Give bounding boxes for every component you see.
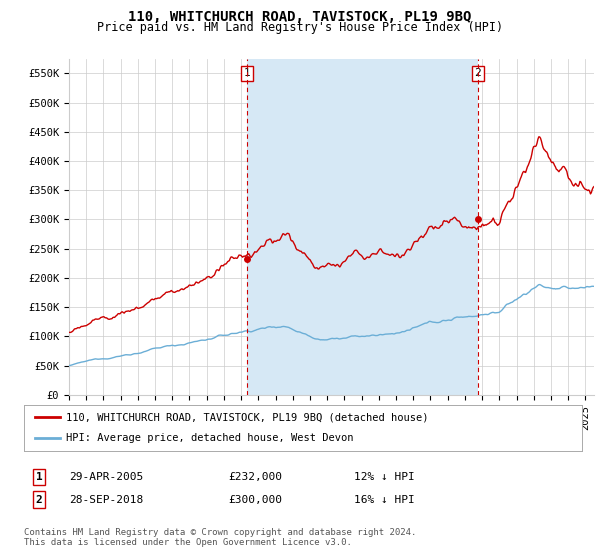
Text: 110, WHITCHURCH ROAD, TAVISTOCK, PL19 9BQ (detached house): 110, WHITCHURCH ROAD, TAVISTOCK, PL19 9B… — [66, 412, 428, 422]
Text: 1: 1 — [244, 68, 250, 78]
Text: £232,000: £232,000 — [228, 472, 282, 482]
Text: 29-APR-2005: 29-APR-2005 — [69, 472, 143, 482]
Text: Price paid vs. HM Land Registry's House Price Index (HPI): Price paid vs. HM Land Registry's House … — [97, 21, 503, 34]
Text: 28-SEP-2018: 28-SEP-2018 — [69, 494, 143, 505]
Text: Contains HM Land Registry data © Crown copyright and database right 2024.
This d: Contains HM Land Registry data © Crown c… — [24, 528, 416, 547]
Text: 16% ↓ HPI: 16% ↓ HPI — [354, 494, 415, 505]
Text: 2: 2 — [475, 68, 481, 78]
Text: 110, WHITCHURCH ROAD, TAVISTOCK, PL19 9BQ: 110, WHITCHURCH ROAD, TAVISTOCK, PL19 9B… — [128, 10, 472, 24]
Text: 2: 2 — [35, 494, 43, 505]
Text: HPI: Average price, detached house, West Devon: HPI: Average price, detached house, West… — [66, 433, 353, 444]
Text: 12% ↓ HPI: 12% ↓ HPI — [354, 472, 415, 482]
Text: 1: 1 — [35, 472, 43, 482]
Bar — [247, 59, 478, 395]
Text: £300,000: £300,000 — [228, 494, 282, 505]
